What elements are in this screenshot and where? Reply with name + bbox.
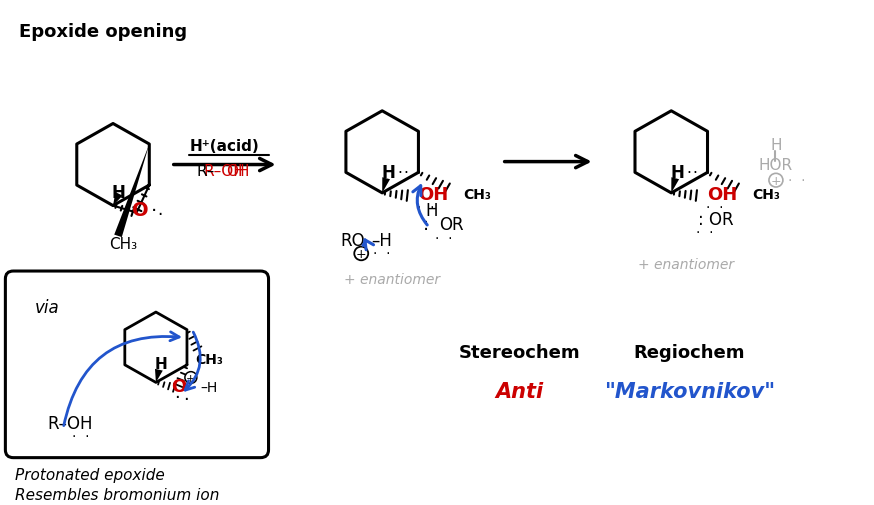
Text: O: O [132, 201, 149, 220]
Polygon shape [671, 178, 679, 193]
FancyBboxPatch shape [5, 272, 268, 458]
Polygon shape [382, 178, 390, 193]
Text: ·  ·: · · [73, 429, 90, 443]
Text: RO: RO [340, 231, 364, 249]
Text: ·: · [404, 166, 408, 180]
Polygon shape [155, 369, 163, 383]
Text: Anti: Anti [496, 381, 544, 401]
Text: H: H [770, 138, 781, 153]
Text: ·  ·: · · [696, 226, 713, 239]
Text: ·: · [693, 166, 697, 180]
Text: via: via [35, 299, 60, 317]
Text: H⁺(acid): H⁺(acid) [190, 139, 260, 154]
Text: Epoxide opening: Epoxide opening [19, 23, 187, 41]
Text: –H: –H [371, 231, 392, 249]
Text: H: H [111, 183, 125, 201]
Text: Stereochem: Stereochem [459, 343, 580, 362]
Text: +: + [356, 247, 366, 261]
Text: OH: OH [418, 185, 448, 204]
Text: H: H [426, 202, 438, 220]
Text: +: + [186, 373, 196, 383]
Text: + enantiomer: + enantiomer [638, 258, 734, 272]
Text: Protonated epoxide: Protonated epoxide [16, 468, 165, 482]
Text: ·  ·: · · [417, 200, 434, 214]
Text: ·: · [183, 390, 189, 408]
Text: CH₃: CH₃ [463, 187, 491, 201]
Text: H: H [155, 357, 167, 372]
Text: ·  ·: · · [787, 174, 805, 188]
Text: +: + [771, 174, 781, 187]
Polygon shape [113, 193, 122, 206]
Text: Resembles bromonium ion: Resembles bromonium ion [16, 487, 219, 502]
Text: R–: R– [197, 164, 215, 179]
Text: R–OH: R–OH [204, 164, 246, 179]
Text: ·: · [398, 166, 403, 180]
Text: OH: OH [225, 164, 249, 179]
Text: H: H [381, 164, 395, 182]
Text: + enantiomer: + enantiomer [344, 272, 440, 286]
Text: ·: · [150, 202, 156, 221]
Text: HOR: HOR [759, 158, 793, 173]
Text: ·: · [687, 166, 691, 180]
Text: O: O [171, 378, 186, 395]
Text: H: H [670, 164, 684, 182]
Text: OR: OR [439, 216, 463, 234]
Text: ·  ·: · · [435, 231, 453, 245]
Text: ·  ·: · · [706, 200, 724, 214]
Text: ·: · [157, 205, 163, 223]
Text: CH₃: CH₃ [195, 352, 223, 366]
Text: "Markovnikov": "Markovnikov" [604, 381, 774, 401]
Text: ·  ·: · · [373, 247, 391, 261]
Text: : OR: : OR [697, 211, 733, 229]
Polygon shape [114, 145, 149, 238]
Text: Regiochem: Regiochem [634, 343, 745, 362]
Text: OH: OH [707, 185, 738, 204]
Text: :: : [423, 216, 429, 234]
Text: –H: –H [201, 381, 218, 394]
Text: CH₃: CH₃ [753, 187, 780, 201]
Text: ·: · [174, 388, 180, 406]
Text: CH₃: CH₃ [109, 237, 137, 251]
Text: R–OH: R–OH [47, 415, 93, 433]
